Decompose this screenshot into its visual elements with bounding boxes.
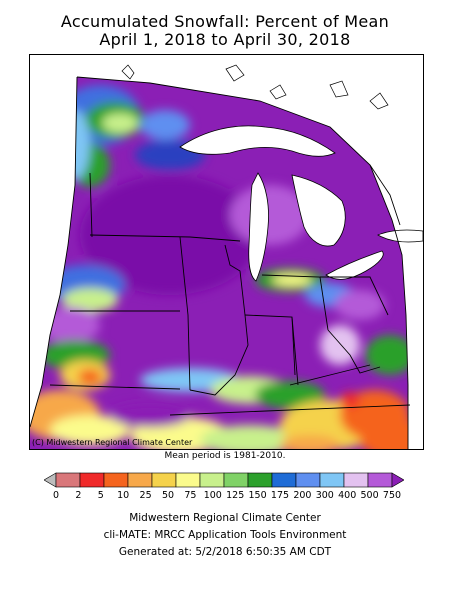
snowfall-map xyxy=(29,54,424,450)
map-graphic xyxy=(30,64,423,449)
legend-swatch xyxy=(319,472,345,488)
legend-swatch xyxy=(151,472,177,488)
legend-swatch xyxy=(55,472,81,488)
legend-tick-label: 500 xyxy=(360,490,379,501)
footer-generated-time: Generated at: 5/2/2018 6:50:35 AM CDT xyxy=(118,546,332,558)
legend-swatch xyxy=(199,472,225,488)
legend-tick-label: 200 xyxy=(293,490,312,501)
legend-tick-label: 50 xyxy=(161,490,175,501)
legend-tick-label: 5 xyxy=(97,490,104,501)
legend-tick-label: 125 xyxy=(226,490,245,501)
legend-tick-label: 175 xyxy=(270,490,290,501)
legend-tick-label: 750 xyxy=(382,490,402,501)
map-date-range: April 1, 2018 to April 30, 2018 xyxy=(99,30,351,49)
legend-swatch xyxy=(247,472,273,488)
copyright-text: (C) Midwestern Regional Climate Center xyxy=(32,438,193,447)
mean-period-note: Mean period is 1981-2010. xyxy=(164,451,286,461)
footer-application: cli-MATE: MRCC Application Tools Environ… xyxy=(103,529,347,541)
legend-tick-label: 10 xyxy=(117,490,130,501)
legend-tick-label: 2 xyxy=(75,490,82,501)
legend-tick-label: 300 xyxy=(315,490,334,501)
legend-swatch xyxy=(79,472,105,488)
legend-tick-label: 25 xyxy=(139,490,152,501)
color-legend xyxy=(44,472,404,488)
legend-arrow-low xyxy=(44,472,57,488)
legend-tick-label: 400 xyxy=(338,490,357,501)
legend-swatch xyxy=(223,472,249,488)
map-title: Accumulated Snowfall: Percent of Mean xyxy=(60,12,390,31)
legend-tick-label: 0 xyxy=(52,490,60,501)
legend-arrow-high xyxy=(391,472,404,488)
footer-organization: Midwestern Regional Climate Center xyxy=(129,512,321,524)
legend-swatch xyxy=(175,472,201,488)
legend-swatch xyxy=(343,472,369,488)
legend-swatch xyxy=(127,472,153,488)
legend-tick-label: 100 xyxy=(203,490,222,501)
legend-swatch xyxy=(271,472,297,488)
legend-tick-label: 150 xyxy=(248,490,267,501)
legend-swatch xyxy=(367,472,393,488)
legend-swatch xyxy=(295,472,321,488)
legend-swatch xyxy=(103,472,129,488)
legend-tick-label: 75 xyxy=(184,490,197,501)
